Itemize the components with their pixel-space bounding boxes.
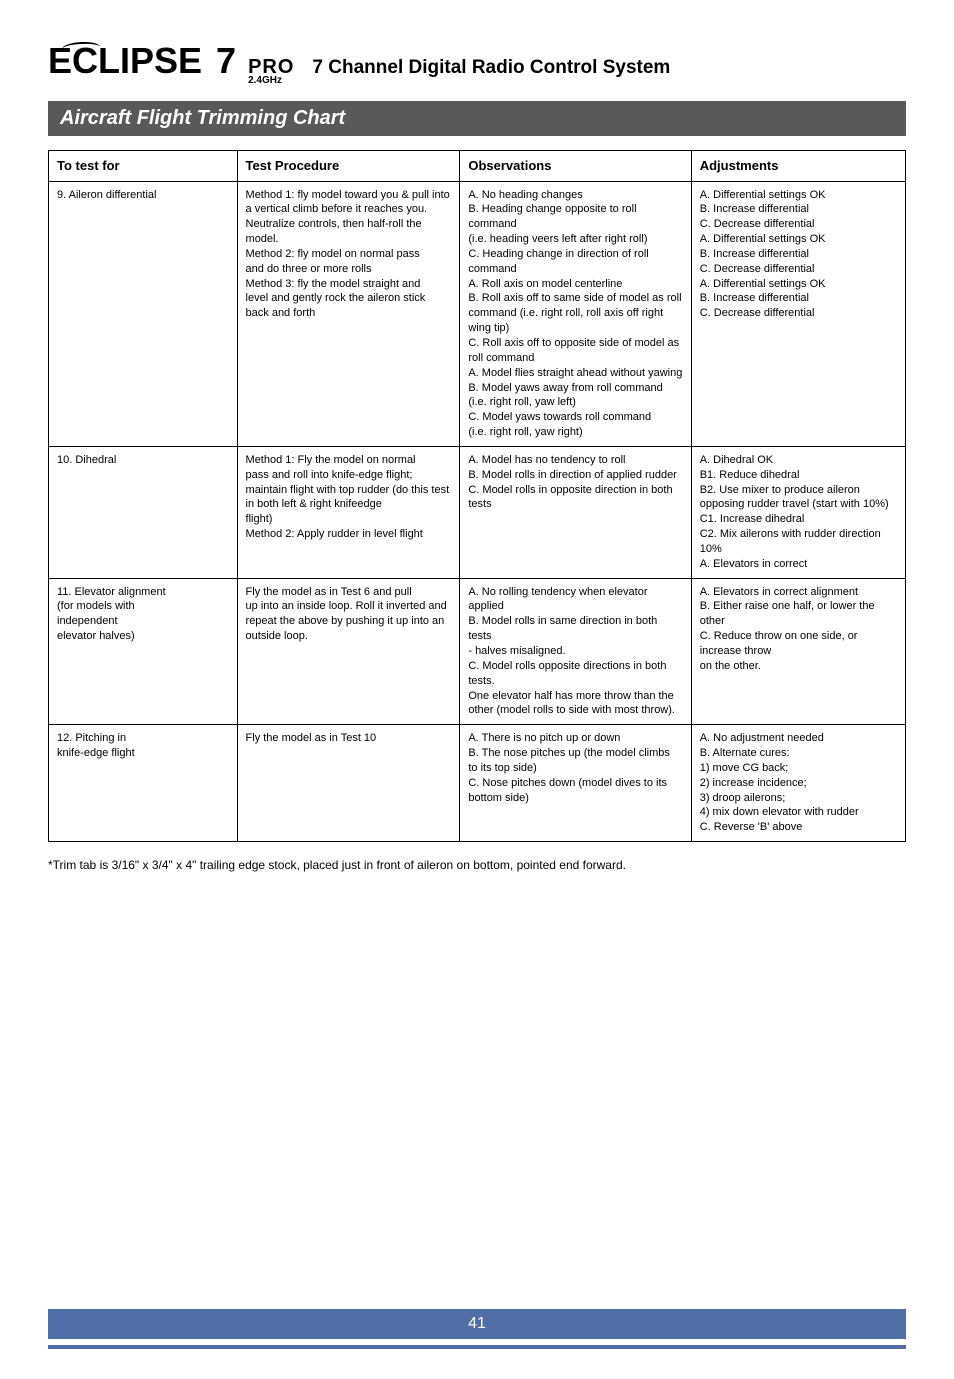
cell-procedure: Method 1: fly model toward you & pull in…	[237, 181, 460, 446]
col-header: Observations	[460, 151, 691, 182]
cell-observations: A. No rolling tendency when elevator app…	[460, 578, 691, 725]
cell-adjustments: A. No adjustment neededB. Alternate cure…	[691, 725, 905, 842]
cell-adjustments: A. Elevators in correct alignmentB. Eith…	[691, 578, 905, 725]
page-number-bar: 41	[48, 1309, 906, 1339]
table-row: 10. Dihedral Method 1: Fly the model on …	[49, 446, 906, 578]
table-row: 11. Elevator alignment(for models within…	[49, 578, 906, 725]
cell-test-for: 9. Aileron differential	[49, 181, 238, 446]
section-title: Aircraft Flight Trimming Chart	[48, 101, 906, 136]
cell-adjustments: A. Differential settings OKB. Increase d…	[691, 181, 905, 446]
pro-stack: PRO 2.4GHz	[248, 58, 294, 85]
cell-observations: A. No heading changesB. Heading change o…	[460, 181, 691, 446]
table-row: 12. Pitching inknife-edge flight Fly the…	[49, 725, 906, 842]
cell-procedure: Method 1: Fly the model on normalpass an…	[237, 446, 460, 578]
cell-procedure: Fly the model as in Test 6 and pullup in…	[237, 578, 460, 725]
col-header: To test for	[49, 151, 238, 182]
footer: 41	[0, 1309, 954, 1349]
trimming-chart-table: To test for Test Procedure Observations …	[48, 150, 906, 842]
cell-test-for: 12. Pitching inknife-edge flight	[49, 725, 238, 842]
footnote: *Trim tab is 3/16" x 3/4" x 4" trailing …	[48, 858, 906, 872]
table-row: 9. Aileron differential Method 1: fly mo…	[49, 181, 906, 446]
page-number: 41	[468, 1315, 486, 1333]
table-header-row: To test for Test Procedure Observations …	[49, 151, 906, 182]
brand-logo: ECLIPSE	[48, 40, 202, 82]
pro-text: PRO	[248, 58, 294, 76]
col-header: Adjustments	[691, 151, 905, 182]
col-header: Test Procedure	[237, 151, 460, 182]
subtitle: 7 Channel Digital Radio Control System	[312, 57, 670, 79]
header: ECLIPSE 7 PRO 2.4GHz 7 Channel Digital R…	[48, 40, 906, 85]
cell-test-for: 11. Elevator alignment(for models within…	[49, 578, 238, 725]
cell-procedure: Fly the model as in Test 10	[237, 725, 460, 842]
ghz-text: 2.4GHz	[248, 76, 294, 85]
cell-observations: A. There is no pitch up or downB. The no…	[460, 725, 691, 842]
footer-line	[48, 1345, 906, 1349]
cell-adjustments: A. Dihedral OKB1. Reduce dihedralB2. Use…	[691, 446, 905, 578]
model-seven: 7	[216, 40, 236, 82]
cell-observations: A. Model has no tendency to rollB. Model…	[460, 446, 691, 578]
cell-test-for: 10. Dihedral	[49, 446, 238, 578]
